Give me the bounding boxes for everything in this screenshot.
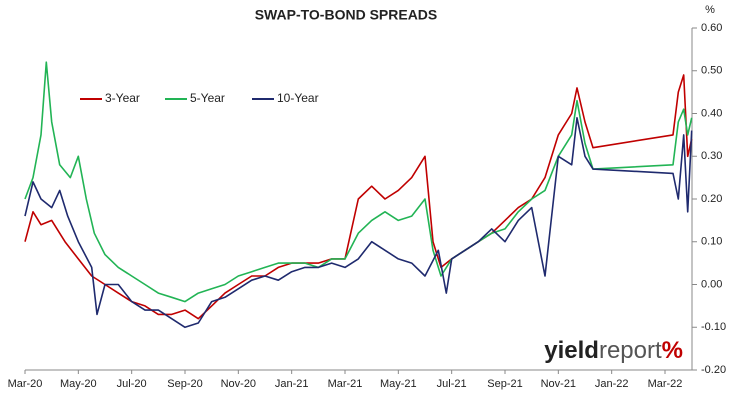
y-tick-label: 0.40 [701, 107, 722, 119]
series-line [24, 74, 693, 320]
y-tick-label: 0.20 [701, 193, 722, 205]
x-tick-label: Mar-21 [328, 378, 363, 390]
y-tick-label: 0.60 [701, 22, 722, 34]
y-tick-label: 0.00 [701, 278, 722, 290]
legend-label: 10-Year [277, 91, 319, 105]
x-tick-label: May-21 [380, 378, 417, 390]
x-tick-label: Mar-20 [8, 378, 43, 390]
x-tick-label: Jul-20 [117, 378, 147, 390]
watermark-part: yield [544, 337, 599, 364]
series-line [24, 117, 693, 329]
watermark-part: % [662, 337, 683, 364]
legend-label: 3-Year [105, 91, 140, 105]
watermark-part: report [599, 337, 662, 364]
chart-title: SWAP-TO-BOND SPREADS [255, 7, 438, 23]
x-tick-label: Sep-20 [167, 378, 202, 390]
y-tick-label: -0.20 [701, 364, 726, 376]
y-tick-label: 0.30 [701, 150, 722, 162]
y-tick-label: -0.10 [701, 321, 726, 333]
x-tick-label: Jul-21 [437, 378, 467, 390]
watermark: yieldreport% [544, 337, 683, 364]
legend-label: 5-Year [190, 91, 225, 105]
y-tick-label: 0.50 [701, 65, 722, 77]
y-unit: % [705, 4, 715, 16]
x-tick-label: Nov-21 [541, 378, 576, 390]
x-tick-label: Jan-22 [595, 378, 629, 390]
x-tick-label: Mar-22 [648, 378, 683, 390]
x-tick-label: May-20 [60, 378, 97, 390]
x-tick-label: Jan-21 [275, 378, 309, 390]
y-tick-label: 0.10 [701, 236, 722, 248]
x-tick-label: Sep-21 [487, 378, 522, 390]
x-tick-label: Nov-20 [221, 378, 256, 390]
